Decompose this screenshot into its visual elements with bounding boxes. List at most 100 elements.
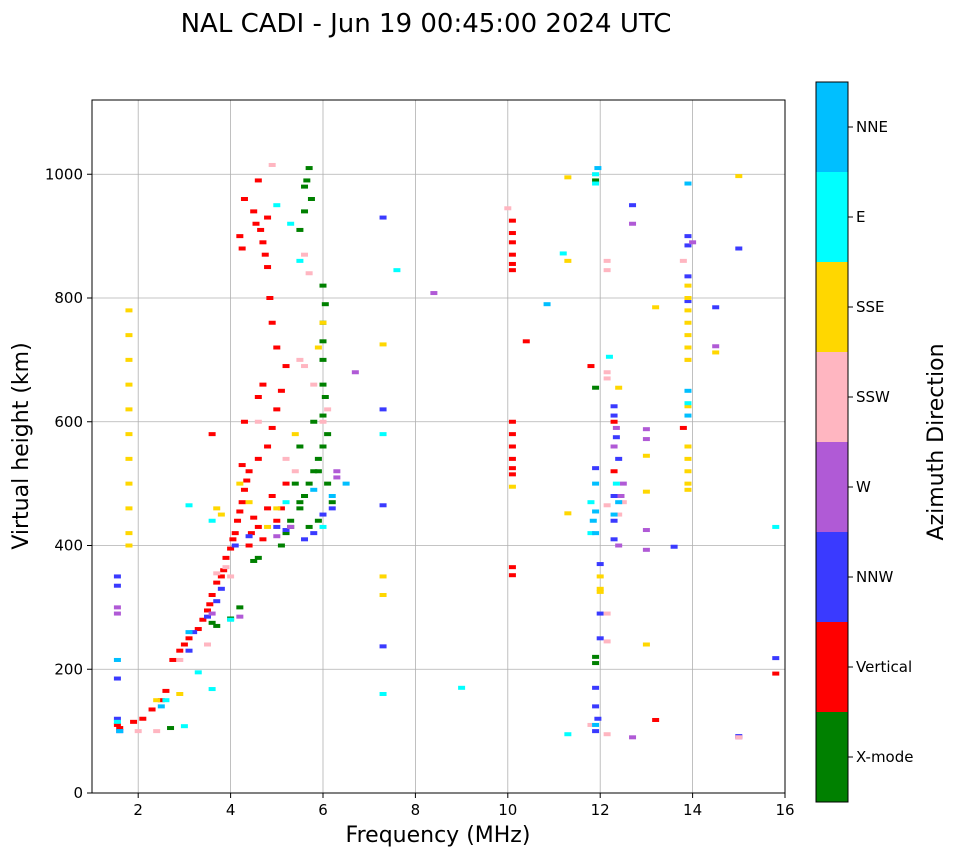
data-point-ssw [504, 206, 512, 211]
data-point-vertical [264, 444, 272, 449]
data-point-ssw [176, 657, 184, 662]
data-point-e [180, 724, 188, 729]
data-point-w [642, 547, 650, 552]
data-point-vertical [273, 518, 281, 523]
data-point-sse [153, 698, 161, 703]
data-point-vertical [236, 509, 244, 514]
data-point-sse [125, 531, 133, 536]
data-point-vertical [254, 395, 262, 399]
data-point-nnw [379, 503, 387, 508]
data-point-x-mode [314, 518, 322, 523]
data-point-x-mode [592, 385, 600, 390]
data-point-nnw [596, 636, 604, 641]
data-point-vertical [208, 593, 216, 597]
data-point-sse [684, 357, 692, 362]
data-point-nne [589, 518, 597, 523]
data-point-vertical [220, 568, 228, 573]
data-point-sse [684, 320, 692, 325]
data-point-x-mode [592, 661, 600, 666]
data-point-vertical [206, 602, 214, 607]
x-tick-label: 10 [498, 801, 517, 819]
data-point-vertical [268, 320, 276, 325]
data-point-w [333, 469, 341, 474]
data-point-w [629, 221, 637, 226]
data-point-sse [125, 407, 133, 412]
data-point-vertical [157, 698, 165, 703]
data-point-x-mode [301, 494, 309, 498]
colorbar-segment-x-mode [816, 712, 848, 802]
data-point-e [458, 685, 466, 690]
data-point-vertical [268, 494, 276, 498]
colorbar-segment-nnw [816, 532, 848, 622]
data-point-vertical [268, 425, 276, 430]
data-point-x-mode [321, 395, 329, 399]
data-point-nnw [213, 599, 221, 604]
data-point-x-mode [310, 419, 318, 424]
data-point-sse [245, 500, 253, 505]
data-point-vertical [273, 345, 281, 350]
data-point-nnw [735, 246, 743, 251]
data-point-nnw [712, 305, 720, 310]
data-point-nnw [328, 506, 336, 511]
data-point-w [610, 444, 618, 449]
data-point-nnw [596, 562, 604, 567]
colorbar-segment-sse [816, 262, 848, 352]
data-point-nnw [379, 215, 387, 220]
data-point-sse [379, 574, 387, 579]
data-point-nne [116, 729, 124, 734]
data-point-sse [176, 692, 184, 696]
data-point-vertical [130, 719, 138, 724]
axis-ticks: 2 4 6 8 10 12 14 16 0 200 400 600 800 1000 [45, 165, 795, 819]
data-point-e [162, 698, 170, 703]
data-point-x-mode [296, 500, 304, 505]
data-point-nnw [301, 537, 309, 542]
data-point-w [629, 735, 637, 740]
data-point-nne [684, 388, 692, 393]
data-point-vertical [282, 364, 290, 369]
y-tick-label: 1000 [45, 165, 83, 183]
data-point-ssw [296, 357, 304, 362]
data-point-nnw [594, 716, 602, 721]
data-point-e [194, 670, 202, 675]
data-point-vertical [148, 707, 156, 712]
data-point-x-mode [324, 481, 332, 486]
data-point-ssw [603, 268, 611, 273]
data-point-sse [291, 432, 299, 437]
data-point-nnw [610, 518, 618, 523]
data-point-e [287, 221, 295, 226]
data-point-vertical [508, 252, 516, 257]
x-tick-label: 12 [591, 801, 610, 819]
data-point-e [273, 203, 281, 208]
data-point-nnw [670, 544, 678, 549]
data-point-x-mode [319, 283, 327, 288]
data-point-x-mode [307, 197, 315, 201]
data-point-sse [684, 481, 692, 486]
data-point-w [689, 240, 697, 245]
data-point-vertical [259, 537, 267, 542]
data-point-e [379, 432, 387, 437]
data-point-sse [236, 481, 244, 486]
data-point-vertical [222, 555, 230, 560]
data-point-vertical [245, 469, 253, 474]
data-point-nnw [684, 243, 692, 248]
data-point-w [712, 344, 720, 349]
data-point-sse [264, 524, 272, 529]
colorbar-label-w: W [856, 478, 871, 496]
data-point-e [208, 518, 216, 523]
data-point-ssw [301, 364, 309, 369]
data-point-e [113, 719, 121, 724]
data-point-sse [642, 453, 650, 458]
data-point-sse [379, 342, 387, 347]
data-point-vertical [508, 261, 516, 266]
data-point-w [113, 611, 121, 616]
data-point-sse [684, 404, 692, 409]
data-point-vertical [185, 636, 193, 641]
data-point-sse [125, 308, 133, 313]
data-point-vertical [264, 506, 272, 511]
data-point-vertical [508, 268, 516, 273]
y-tick-label: 200 [54, 660, 83, 678]
data-point-e [227, 617, 235, 622]
data-point-vertical [176, 648, 184, 653]
data-point-sse [125, 432, 133, 437]
